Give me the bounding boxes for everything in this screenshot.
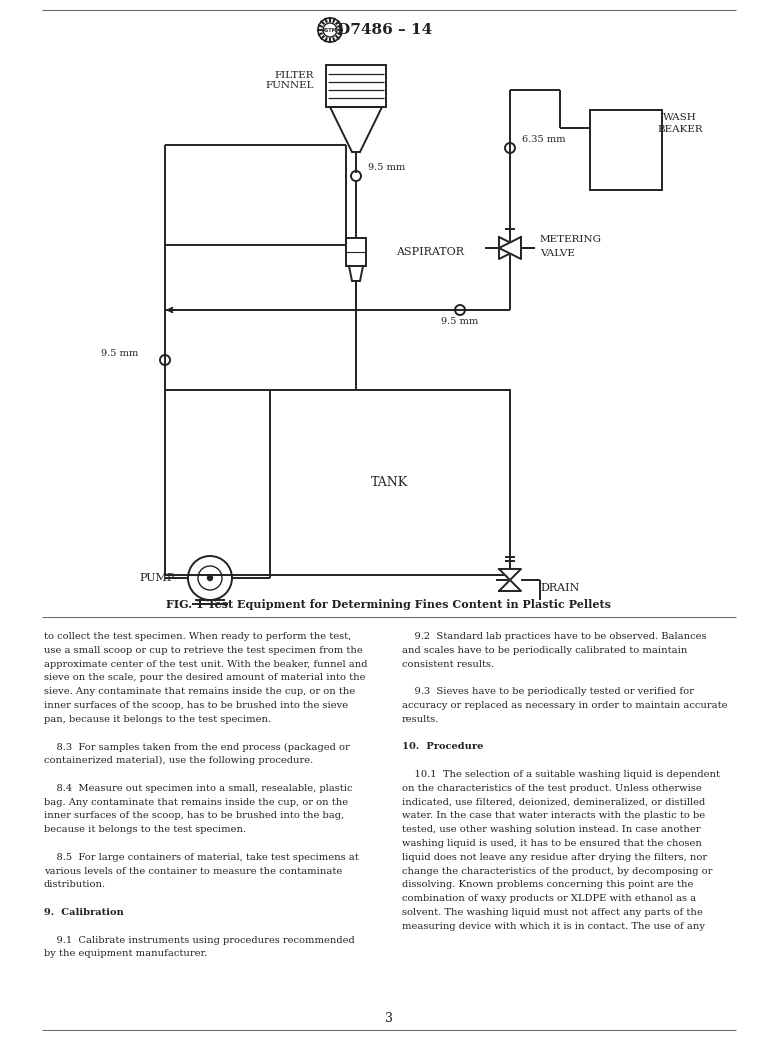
Text: various levels of the container to measure the contaminate: various levels of the container to measu… <box>44 866 342 875</box>
Polygon shape <box>499 569 521 580</box>
Text: 8.5  For large containers of material, take test specimens at: 8.5 For large containers of material, ta… <box>44 853 359 862</box>
Text: bag. Any contaminate that remains inside the cup, or on the: bag. Any contaminate that remains inside… <box>44 797 348 807</box>
Text: DRAIN: DRAIN <box>540 583 580 593</box>
Text: FIG. 1 Test Equipment for Determining Fines Content in Plastic Pellets: FIG. 1 Test Equipment for Determining Fi… <box>166 600 612 610</box>
Text: indicated, use filtered, deionized, demineralized, or distilled: indicated, use filtered, deionized, demi… <box>402 797 705 807</box>
Text: use a small scoop or cup to retrieve the test specimen from the: use a small scoop or cup to retrieve the… <box>44 645 363 655</box>
Text: 9.  Calibration: 9. Calibration <box>44 908 124 917</box>
Text: 9.3  Sieves have to be periodically tested or verified for: 9.3 Sieves have to be periodically teste… <box>402 687 694 696</box>
Text: 9.5 mm: 9.5 mm <box>368 163 405 173</box>
Text: by the equipment manufacturer.: by the equipment manufacturer. <box>44 949 207 959</box>
Text: ASTM: ASTM <box>322 27 338 32</box>
Text: to collect the test specimen. When ready to perform the test,: to collect the test specimen. When ready… <box>44 632 351 641</box>
Text: 10.  Procedure: 10. Procedure <box>402 742 483 752</box>
Text: inner surfaces of the scoop, has to be brushed into the bag,: inner surfaces of the scoop, has to be b… <box>44 811 344 820</box>
Text: 9.5 mm: 9.5 mm <box>101 349 138 357</box>
Text: tested, use other washing solution instead. In case another: tested, use other washing solution inste… <box>402 826 700 834</box>
Text: pan, because it belongs to the test specimen.: pan, because it belongs to the test spec… <box>44 715 271 723</box>
Text: WASH: WASH <box>663 113 697 123</box>
Text: 9.1  Calibrate instruments using procedures recommended: 9.1 Calibrate instruments using procedur… <box>44 936 355 944</box>
Bar <box>346 238 366 266</box>
Text: VALVE: VALVE <box>540 250 575 258</box>
Text: measuring device with which it is in contact. The use of any: measuring device with which it is in con… <box>402 921 705 931</box>
Text: combination of waxy products or XLDPE with ethanol as a: combination of waxy products or XLDPE wi… <box>402 894 696 904</box>
Bar <box>590 110 662 191</box>
Text: dissolving. Known problems concerning this point are the: dissolving. Known problems concerning th… <box>402 881 693 889</box>
Text: approximate center of the test unit. With the beaker, funnel and: approximate center of the test unit. Wit… <box>44 660 367 668</box>
Text: sieve on the scale, pour the desired amount of material into the: sieve on the scale, pour the desired amo… <box>44 674 366 683</box>
Text: 8.4  Measure out specimen into a small, resealable, plastic: 8.4 Measure out specimen into a small, r… <box>44 784 352 793</box>
Text: 3: 3 <box>385 1012 393 1024</box>
Text: D7486 – 14: D7486 – 14 <box>338 23 433 37</box>
Text: 10.1  The selection of a suitable washing liquid is dependent: 10.1 The selection of a suitable washing… <box>402 770 720 779</box>
Circle shape <box>208 576 212 581</box>
Text: change the characteristics of the product, by decomposing or: change the characteristics of the produc… <box>402 866 713 875</box>
Text: water. In the case that water interacts with the plastic to be: water. In the case that water interacts … <box>402 811 705 820</box>
Polygon shape <box>499 237 521 259</box>
Text: because it belongs to the test specimen.: because it belongs to the test specimen. <box>44 826 246 834</box>
Bar <box>270 390 510 575</box>
Text: TANK: TANK <box>371 476 408 488</box>
Text: BEAKER: BEAKER <box>657 126 703 134</box>
Text: FUNNEL: FUNNEL <box>265 81 314 91</box>
Text: distribution.: distribution. <box>44 881 106 889</box>
Text: and scales have to be periodically calibrated to maintain: and scales have to be periodically calib… <box>402 645 688 655</box>
Text: 6.35 mm: 6.35 mm <box>522 135 566 145</box>
Text: 9.5 mm: 9.5 mm <box>441 318 478 327</box>
Text: washing liquid is used, it has to be ensured that the chosen: washing liquid is used, it has to be ens… <box>402 839 702 848</box>
Text: inner surfaces of the scoop, has to be brushed into the sieve: inner surfaces of the scoop, has to be b… <box>44 701 348 710</box>
Text: sieve. Any contaminate that remains inside the cup, or on the: sieve. Any contaminate that remains insi… <box>44 687 356 696</box>
Text: accuracy or replaced as necessary in order to maintain accurate: accuracy or replaced as necessary in ord… <box>402 701 727 710</box>
Text: FILTER: FILTER <box>275 71 314 79</box>
Polygon shape <box>499 580 521 591</box>
Polygon shape <box>499 237 521 259</box>
Text: containerized material), use the following procedure.: containerized material), use the followi… <box>44 756 314 765</box>
Text: 9.2  Standard lab practices have to be observed. Balances: 9.2 Standard lab practices have to be ob… <box>402 632 706 641</box>
Text: on the characteristics of the test product. Unless otherwise: on the characteristics of the test produ… <box>402 784 702 793</box>
Text: solvent. The washing liquid must not affect any parts of the: solvent. The washing liquid must not aff… <box>402 908 703 917</box>
Text: PUMP: PUMP <box>139 573 175 583</box>
Text: consistent results.: consistent results. <box>402 660 494 668</box>
Text: ASPIRATOR: ASPIRATOR <box>396 247 464 257</box>
Text: METERING: METERING <box>540 235 602 245</box>
Text: 8.3  For samples taken from the end process (packaged or: 8.3 For samples taken from the end proce… <box>44 742 350 752</box>
Bar <box>326 65 386 107</box>
Text: liquid does not leave any residue after drying the filters, nor: liquid does not leave any residue after … <box>402 853 707 862</box>
Text: results.: results. <box>402 715 440 723</box>
